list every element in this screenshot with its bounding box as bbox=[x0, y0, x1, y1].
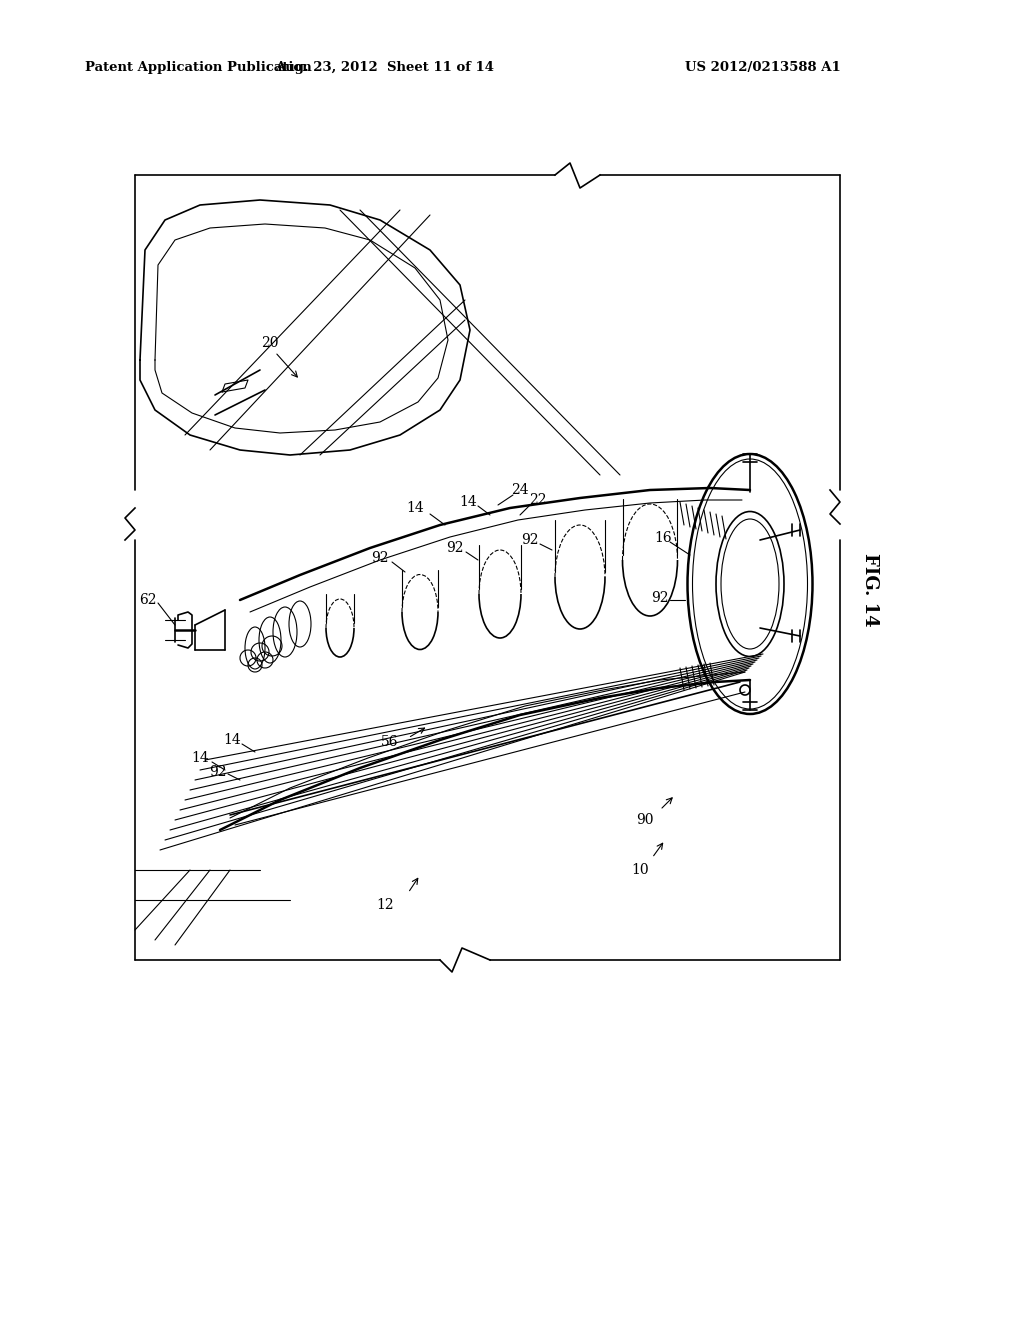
Text: 14: 14 bbox=[223, 733, 241, 747]
Text: 14: 14 bbox=[191, 751, 209, 766]
Text: 62: 62 bbox=[139, 593, 157, 607]
Text: FIG. 14: FIG. 14 bbox=[861, 553, 879, 627]
Text: 10: 10 bbox=[631, 863, 649, 876]
Text: 24: 24 bbox=[511, 483, 528, 498]
Text: Patent Application Publication: Patent Application Publication bbox=[85, 62, 311, 74]
Text: 92: 92 bbox=[209, 766, 226, 779]
Text: 56: 56 bbox=[381, 735, 398, 748]
Text: Aug. 23, 2012  Sheet 11 of 14: Aug. 23, 2012 Sheet 11 of 14 bbox=[275, 62, 495, 74]
Text: 92: 92 bbox=[372, 550, 389, 565]
Text: 92: 92 bbox=[446, 541, 464, 554]
Text: 14: 14 bbox=[459, 495, 477, 510]
Text: 92: 92 bbox=[651, 591, 669, 605]
Text: 92: 92 bbox=[521, 533, 539, 546]
Text: 12: 12 bbox=[376, 898, 394, 912]
Text: 22: 22 bbox=[529, 492, 547, 507]
Text: 16: 16 bbox=[654, 531, 672, 545]
Text: US 2012/0213588 A1: US 2012/0213588 A1 bbox=[685, 62, 841, 74]
Text: 14: 14 bbox=[407, 502, 424, 515]
Text: 20: 20 bbox=[261, 337, 279, 350]
Text: 90: 90 bbox=[636, 813, 653, 828]
